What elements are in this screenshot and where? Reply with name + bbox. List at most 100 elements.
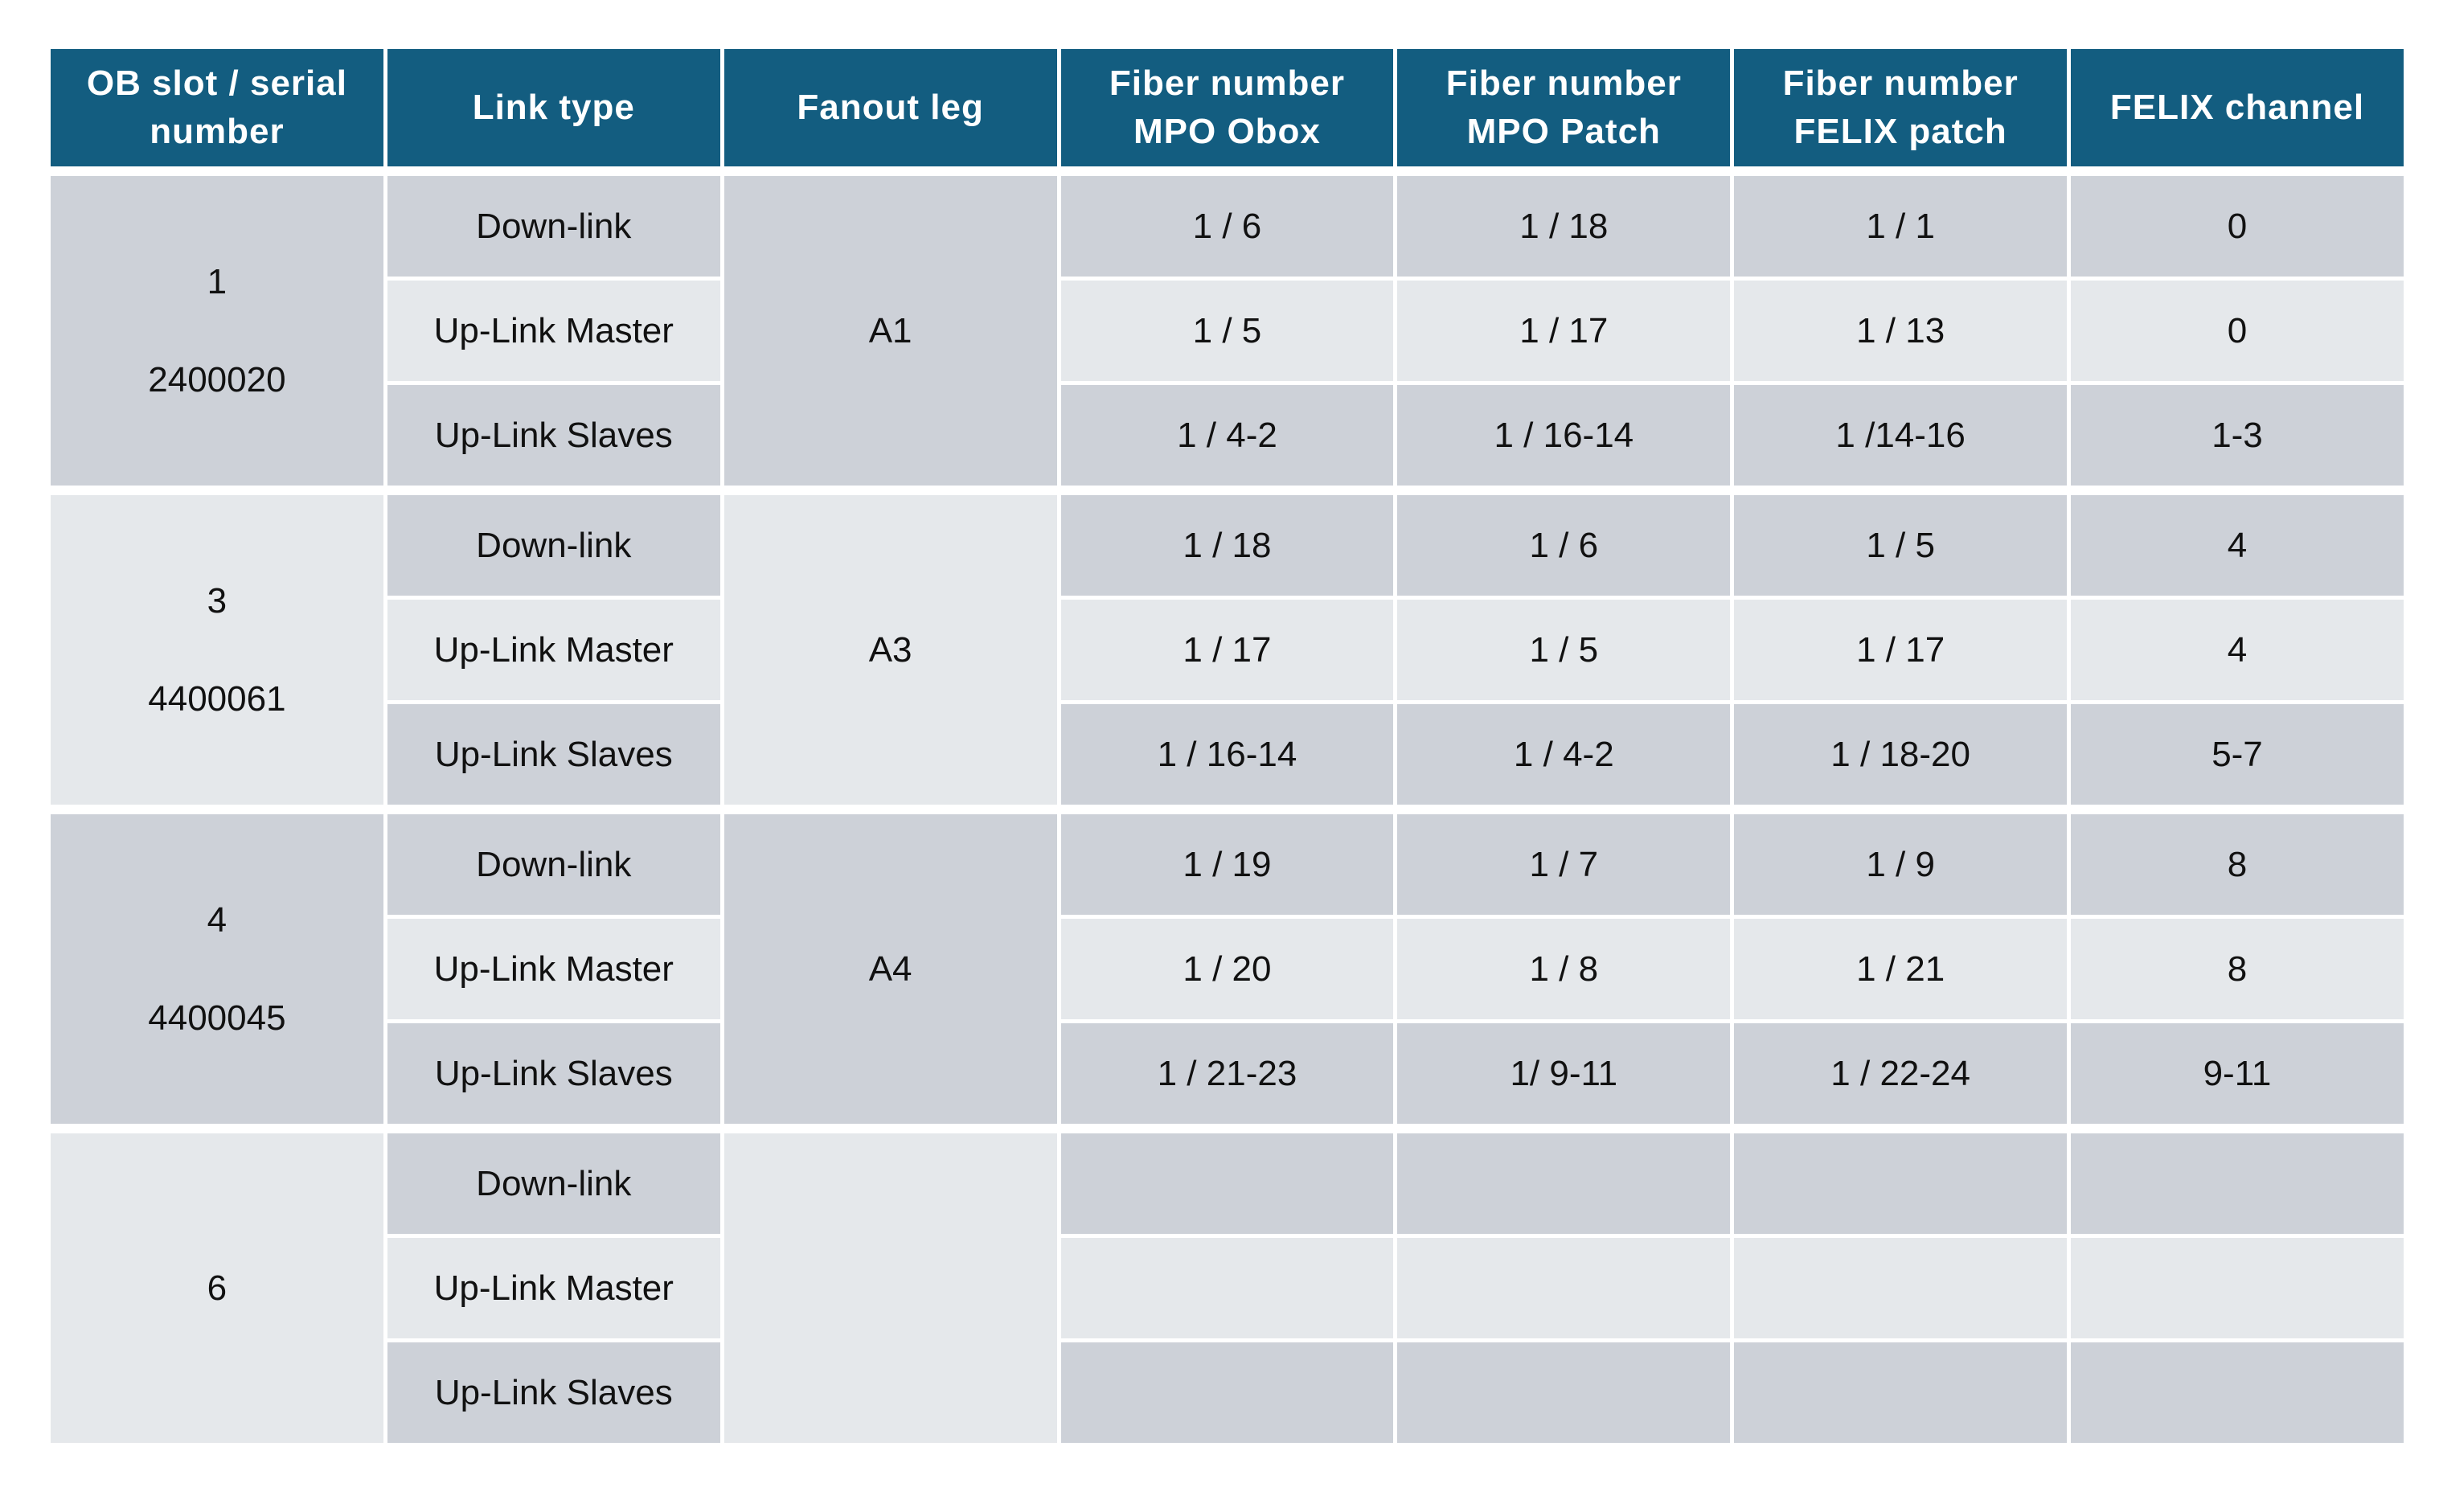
header-fiber-number-mpo-patch: Fiber number MPO Patch (1393, 45, 1735, 174)
cell-ob-slot-serial: 4 4400045 (47, 805, 387, 1131)
cell-fanout-leg: A3 (719, 486, 1061, 812)
cell-felix-channel: 5-7 (2067, 700, 2408, 812)
cell-mpo-obox: 1 / 16-14 (1056, 700, 1398, 812)
cell-felix-channel (2067, 1234, 2408, 1342)
cell-link-type: Up-Link Master (383, 596, 724, 704)
header-label-line: MPO Patch (1466, 112, 1661, 151)
header-ob-slot-serial-number: OB slot / serial number (47, 45, 387, 174)
cell-mpo-patch: 1 / 16-14 (1393, 381, 1735, 493)
header-label-line: number (150, 112, 285, 151)
cell-mpo-patch: 1 / 7 (1393, 805, 1735, 919)
cell-mpo-obox: 1 / 17 (1056, 596, 1398, 704)
cell-mpo-obox (1056, 1338, 1398, 1447)
cell-felix-patch: 1 / 18-20 (1730, 700, 2072, 812)
cell-ob-slot-serial: 6 (47, 1124, 387, 1447)
cell-link-type: Up-Link Master (383, 277, 724, 385)
table-row: Up-Link Master (49, 1234, 2408, 1342)
cell-felix-channel (2067, 1124, 2408, 1238)
cell-mpo-obox: 1 / 18 (1056, 486, 1398, 600)
cell-felix-channel: 4 (2067, 486, 2408, 600)
cell-felix-patch: 1 / 22-24 (1730, 1019, 2072, 1131)
cell-felix-channel: 1-3 (2067, 381, 2408, 493)
header-label-line: FELIX channel (2109, 88, 2365, 127)
table-row: Up-Link Slaves 1 / 21-23 1/ 9-11 1 / 22-24 9… (49, 1019, 2408, 1131)
table-row: 6 Down-link (47, 1124, 2408, 1447)
cell-felix-patch: 1 / 17 (1730, 596, 2072, 704)
table-header: OB slot / serial number Link type Fanout le… (47, 45, 2408, 174)
cell-link-type: Up-Link Master (383, 1234, 724, 1342)
header-fiber-number-felix-patch: Fiber number FELIX patch (1730, 45, 2072, 174)
table-row: Up-Link Slaves (49, 1338, 2408, 1447)
header-label-line: MPO Obox (1133, 112, 1321, 151)
cell-link-type: Up-Link Slaves (383, 381, 724, 493)
cell-mpo-obox: 1 / 5 (1056, 277, 1398, 385)
ob-slot-number: 3 (207, 580, 228, 621)
header-label-line: Fiber number (1782, 64, 2019, 103)
header-label-line: Fiber number (1109, 64, 1346, 103)
cell-mpo-patch: 1 / 6 (1393, 486, 1735, 600)
cell-felix-patch: 1 / 13 (1730, 277, 2072, 385)
cell-felix-channel (2067, 1338, 2408, 1447)
header-label-line: FELIX patch (1793, 112, 2007, 151)
ob-serial-number: 4400045 (148, 998, 286, 1038)
header-fiber-number-mpo-obox: Fiber number MPO Obox (1056, 45, 1398, 174)
cell-felix-channel: 8 (2067, 805, 2408, 919)
cell-felix-channel: 4 (2067, 596, 2408, 704)
header-label-line: Fanout leg (797, 88, 984, 127)
cell-felix-patch: 1 / 9 (1730, 805, 2072, 919)
fiber-mapping-table: OB slot / serial number Link type Fanout le… (47, 45, 2408, 1447)
header-label-line: OB slot / serial (86, 64, 347, 103)
cell-mpo-patch: 1 / 18 (1393, 166, 1735, 281)
cell-link-type: Up-Link Slaves (383, 1338, 724, 1447)
cell-link-type: Up-Link Master (383, 915, 724, 1023)
cell-felix-channel: 0 (2067, 277, 2408, 385)
cell-mpo-obox: 1 / 20 (1056, 915, 1398, 1023)
header-label-line: Link type (472, 88, 635, 127)
cell-felix-channel: 8 (2067, 915, 2408, 1023)
cell-mpo-obox (1056, 1124, 1398, 1238)
cell-felix-channel: 9-11 (2067, 1019, 2408, 1131)
cell-felix-channel: 0 (2067, 166, 2408, 281)
cell-ob-slot-serial: 1 2400020 (47, 166, 387, 493)
cell-felix-patch: 1 / 5 (1730, 486, 2072, 600)
cell-link-type: Down-link (383, 805, 724, 919)
cell-felix-patch (1730, 1338, 2072, 1447)
cell-mpo-patch: 1 / 8 (1393, 915, 1735, 1023)
cell-link-type: Down-link (383, 486, 724, 600)
cell-mpo-patch (1393, 1338, 1735, 1447)
cell-fanout-leg: A4 (719, 805, 1061, 1131)
table-row: Up-Link Slaves 1 / 16-14 1 / 4-2 1 / 18-20 5… (49, 700, 2408, 812)
ob-serial-number: 4400061 (148, 678, 286, 719)
cell-mpo-obox: 1 / 6 (1056, 166, 1398, 281)
cell-link-type: Down-link (383, 166, 724, 281)
cell-felix-patch: 1 /14-16 (1730, 381, 2072, 493)
cell-felix-patch: 1 / 1 (1730, 166, 2072, 281)
cell-fanout-leg (719, 1124, 1061, 1447)
cell-mpo-patch: 1 / 5 (1393, 596, 1735, 704)
header-fanout-leg: Fanout leg (719, 45, 1061, 174)
cell-mpo-patch: 1 / 17 (1393, 277, 1735, 385)
cell-felix-patch: 1 / 21 (1730, 915, 2072, 1023)
header-felix-channel: FELIX channel (2067, 45, 2408, 174)
cell-link-type: Up-Link Slaves (383, 700, 724, 812)
header-row: OB slot / serial number Link type Fanout le… (47, 45, 2408, 174)
cell-mpo-patch: 1 / 4-2 (1393, 700, 1735, 812)
cell-mpo-obox: 1 / 4-2 (1056, 381, 1398, 493)
ob-slot-number: 4 (207, 899, 228, 940)
ob-serial-number: 2400020 (148, 359, 286, 400)
ob-slot-number: 1 (207, 261, 228, 301)
cell-mpo-patch (1393, 1234, 1735, 1342)
cell-mpo-obox: 1 / 19 (1056, 805, 1398, 919)
cell-ob-slot-serial: 3 4400061 (47, 486, 387, 812)
table-row: Up-Link Slaves 1 / 4-2 1 / 16-14 1 /14-16 1-… (49, 381, 2408, 493)
cell-link-type: Down-link (383, 1124, 724, 1238)
cell-felix-patch (1730, 1234, 2072, 1342)
header-label-line: Fiber number (1445, 64, 1682, 103)
